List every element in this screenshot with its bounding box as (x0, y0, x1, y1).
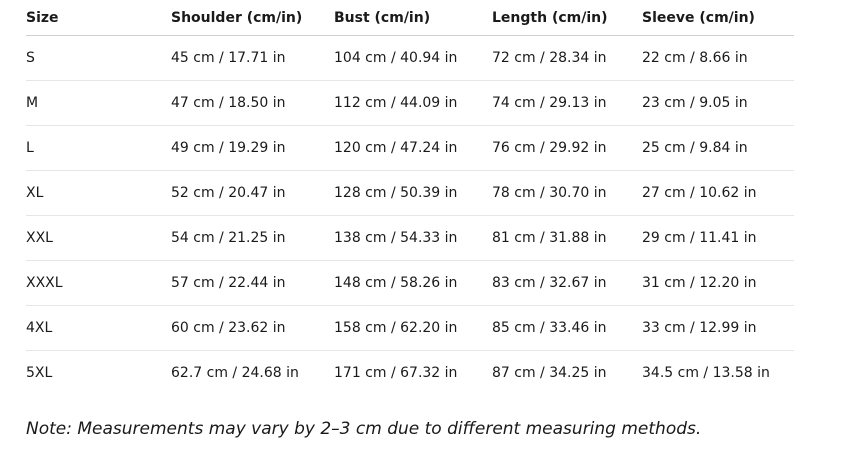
row-rule (26, 170, 794, 171)
size-cell: XXXL (26, 275, 63, 291)
measure-cell: 23 cm / 9.05 in (642, 95, 748, 111)
header-cell: Length (cm/in) (492, 10, 608, 26)
row-rule (26, 260, 794, 261)
row-rule (26, 305, 794, 306)
size-cell: S (26, 50, 35, 66)
header-cell: Shoulder (cm/in) (171, 10, 303, 26)
measure-cell: 158 cm / 62.20 in (334, 320, 458, 336)
size-cell: 5XL (26, 365, 53, 381)
measure-cell: 85 cm / 33.46 in (492, 320, 607, 336)
measure-cell: 104 cm / 40.94 in (334, 50, 458, 66)
measure-cell: 74 cm / 29.13 in (492, 95, 607, 111)
measure-cell: 78 cm / 30.70 in (492, 185, 607, 201)
measure-cell: 34.5 cm / 13.58 in (642, 365, 770, 381)
header-cell: Bust (cm/in) (334, 10, 431, 26)
measure-cell: 29 cm / 11.41 in (642, 230, 757, 246)
measure-cell: 138 cm / 54.33 in (334, 230, 458, 246)
measure-cell: 33 cm / 12.99 in (642, 320, 757, 336)
header-cell: Size (26, 10, 59, 26)
measure-cell: 49 cm / 19.29 in (171, 140, 286, 156)
size-cell: 4XL (26, 320, 53, 336)
row-rule (26, 350, 794, 351)
measure-cell: 22 cm / 8.66 in (642, 50, 748, 66)
row-rule (26, 215, 794, 216)
row-rule (26, 80, 794, 81)
measure-cell: 112 cm / 44.09 in (334, 95, 458, 111)
note: Note: Measurements may vary by 2–3 cm du… (26, 419, 702, 439)
measure-cell: 62.7 cm / 24.68 in (171, 365, 299, 381)
header-cell: Sleeve (cm/in) (642, 10, 755, 26)
measure-cell: 87 cm / 34.25 in (492, 365, 607, 381)
measure-cell: 171 cm / 67.32 in (334, 365, 458, 381)
size-cell: L (26, 140, 34, 156)
measure-cell: 76 cm / 29.92 in (492, 140, 607, 156)
header-rule (26, 35, 794, 36)
size-cell: M (26, 95, 39, 111)
size-cell: XXL (26, 230, 53, 246)
size-cell: XL (26, 185, 44, 201)
measure-cell: 54 cm / 21.25 in (171, 230, 286, 246)
measure-cell: 47 cm / 18.50 in (171, 95, 286, 111)
measure-cell: 148 cm / 58.26 in (334, 275, 458, 291)
measure-cell: 120 cm / 47.24 in (334, 140, 458, 156)
measure-cell: 57 cm / 22.44 in (171, 275, 286, 291)
measure-cell: 27 cm / 10.62 in (642, 185, 757, 201)
measure-cell: 52 cm / 20.47 in (171, 185, 286, 201)
measure-cell: 45 cm / 17.71 in (171, 50, 286, 66)
measure-cell: 81 cm / 31.88 in (492, 230, 607, 246)
measure-cell: 60 cm / 23.62 in (171, 320, 286, 336)
measure-cell: 72 cm / 28.34 in (492, 50, 607, 66)
measure-cell: 83 cm / 32.67 in (492, 275, 607, 291)
measure-cell: 31 cm / 12.20 in (642, 275, 757, 291)
measure-cell: 128 cm / 50.39 in (334, 185, 458, 201)
measure-cell: 25 cm / 9.84 in (642, 140, 748, 156)
row-rule (26, 125, 794, 126)
